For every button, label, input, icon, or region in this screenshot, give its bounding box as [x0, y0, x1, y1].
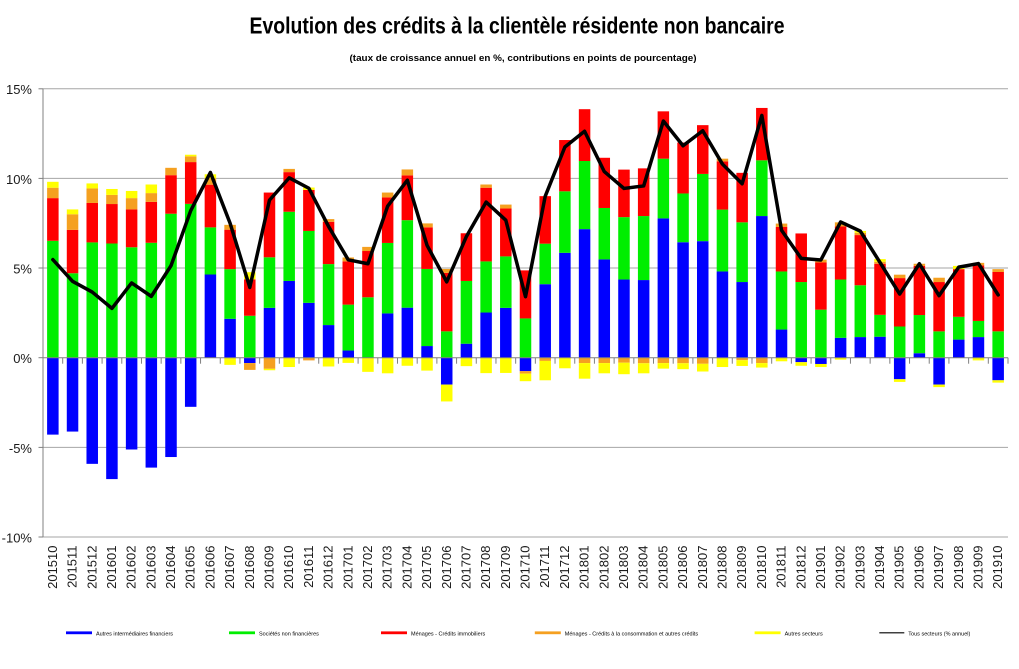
svg-text:Sociétés non financières: Sociétés non financières	[259, 632, 319, 638]
svg-text:201702: 201702	[360, 546, 375, 589]
svg-text:201608: 201608	[242, 546, 257, 589]
svg-text:201908: 201908	[951, 546, 966, 589]
svg-text:Ménages - Crédits immobiliers: Ménages - Crédits immobiliers	[411, 632, 486, 638]
svg-text:201603: 201603	[143, 546, 158, 589]
svg-text:201808: 201808	[714, 546, 729, 589]
svg-text:201705: 201705	[419, 546, 434, 589]
svg-text:201801: 201801	[577, 546, 592, 589]
svg-text:201510: 201510	[45, 546, 60, 589]
svg-text:201809: 201809	[734, 546, 749, 589]
svg-text:201909: 201909	[970, 546, 985, 589]
svg-text:201708: 201708	[478, 546, 493, 589]
svg-text:Autres secteurs: Autres secteurs	[785, 632, 823, 638]
svg-text:201807: 201807	[695, 546, 710, 589]
svg-text:Tous secteurs (% annuel): Tous secteurs (% annuel)	[908, 632, 970, 638]
svg-text:201907: 201907	[931, 546, 946, 589]
svg-text:201810: 201810	[754, 546, 769, 589]
svg-text:201605: 201605	[183, 546, 198, 589]
svg-text:Autres intermédiaires financie: Autres intermédiaires financiers	[96, 632, 173, 638]
svg-text:201906: 201906	[911, 546, 926, 589]
svg-text:201604: 201604	[163, 546, 178, 589]
svg-text:-5%: -5%	[9, 441, 33, 456]
svg-text:201904: 201904	[872, 546, 887, 589]
svg-text:201701: 201701	[340, 546, 355, 589]
svg-text:(taux de croissance annuel en: (taux de croissance annuel en %, contrib…	[350, 53, 697, 64]
svg-text:201710: 201710	[518, 546, 533, 589]
svg-text:201905: 201905	[892, 546, 907, 589]
svg-text:15%: 15%	[6, 82, 32, 97]
svg-text:201803: 201803	[616, 546, 631, 589]
svg-text:201711: 201711	[537, 546, 552, 588]
svg-text:201811: 201811	[774, 546, 789, 588]
svg-text:201901: 201901	[813, 546, 828, 589]
svg-text:201903: 201903	[852, 546, 867, 589]
svg-text:201806: 201806	[675, 546, 690, 589]
svg-text:201606: 201606	[202, 546, 217, 589]
svg-text:201607: 201607	[222, 546, 237, 589]
svg-text:201804: 201804	[636, 546, 651, 589]
svg-text:201511: 201511	[65, 546, 80, 588]
svg-text:201704: 201704	[399, 546, 414, 589]
svg-text:201709: 201709	[498, 546, 513, 589]
svg-text:-10%: -10%	[2, 531, 33, 546]
svg-text:201707: 201707	[458, 546, 473, 589]
svg-text:201910: 201910	[990, 545, 1005, 588]
svg-text:201812: 201812	[793, 546, 808, 589]
svg-text:201610: 201610	[281, 546, 296, 589]
svg-text:201609: 201609	[262, 546, 277, 589]
svg-text:201706: 201706	[439, 546, 454, 589]
svg-text:201602: 201602	[124, 546, 139, 589]
svg-text:201802: 201802	[596, 546, 611, 589]
svg-text:201601: 201601	[104, 546, 119, 589]
svg-text:Ménages - Crédits à la consomm: Ménages - Crédits à la consommation et a…	[565, 632, 699, 638]
svg-text:201512: 201512	[84, 546, 99, 589]
svg-text:201805: 201805	[655, 546, 670, 589]
svg-text:10%: 10%	[6, 172, 32, 187]
svg-text:201611: 201611	[301, 546, 316, 588]
svg-text:201612: 201612	[321, 546, 336, 589]
svg-text:201703: 201703	[380, 546, 395, 589]
svg-text:5%: 5%	[13, 262, 32, 277]
svg-text:201712: 201712	[557, 546, 572, 589]
svg-text:0%: 0%	[13, 351, 32, 366]
svg-text:201902: 201902	[833, 546, 848, 589]
svg-text:Evolution des crédits à la cli: Evolution des crédits à la clientèle rés…	[250, 13, 785, 39]
